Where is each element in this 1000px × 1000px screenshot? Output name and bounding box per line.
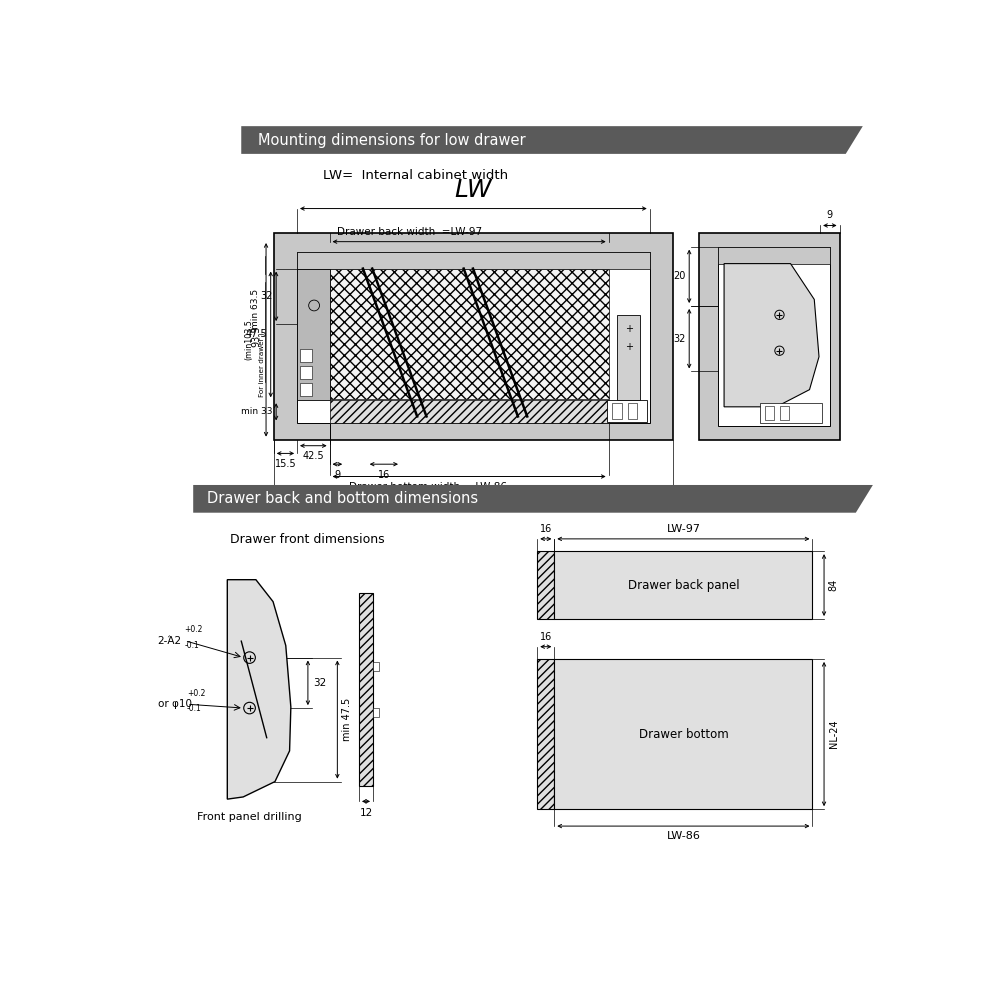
Bar [607,400,647,422]
Text: +: + [625,342,633,352]
Text: 93.5: 93.5 [251,326,261,347]
Text: -0.1: -0.1 [187,704,202,713]
Text: 9: 9 [334,470,340,480]
Text: LW=  Internal cabinet width: LW= Internal cabinet width [323,169,508,182]
Bar [554,551,812,619]
Text: LW: LW [455,178,492,202]
Bar [359,593,373,786]
Text: 84: 84 [829,579,839,591]
Bar [330,400,609,423]
Text: Cabinet width  =KB: Cabinet width =KB [422,495,524,505]
Text: 12: 12 [359,808,373,818]
Text: Drawer bottom: Drawer bottom [639,728,728,741]
Text: -0.1: -0.1 [185,641,199,650]
Bar [300,349,312,362]
Bar [373,708,379,717]
Text: 20: 20 [673,271,685,281]
Text: LW-97: LW-97 [666,524,700,534]
Text: +: + [625,324,633,334]
Text: Drawer back and bottom dimensions: Drawer back and bottom dimensions [207,491,478,506]
Bar [297,252,650,269]
Text: 32: 32 [313,678,327,688]
Text: 32: 32 [260,291,272,301]
Text: 9: 9 [827,210,833,220]
Text: min 63.5: min 63.5 [251,289,260,329]
Text: +0.2: +0.2 [187,689,205,698]
Polygon shape [724,264,819,407]
Polygon shape [241,126,863,154]
Text: 16: 16 [540,632,552,642]
Bar [297,252,650,423]
Bar [718,247,830,426]
Text: 47.5: 47.5 [245,329,267,339]
Bar [300,383,312,396]
Bar [373,662,379,671]
Bar [274,233,673,440]
Bar [698,233,840,440]
Bar [330,269,609,399]
Text: 16: 16 [540,524,552,534]
Bar [537,551,554,619]
Text: 15.5: 15.5 [275,459,296,469]
Text: (min103.5: (min103.5 [244,319,254,360]
Text: NL-24: NL-24 [829,720,839,748]
Polygon shape [193,485,873,513]
Bar [718,247,830,264]
Bar [554,659,812,809]
Bar [617,315,640,400]
Text: +0.2: +0.2 [185,625,203,634]
Bar [760,403,822,423]
Bar [612,403,622,419]
Text: min 33: min 33 [241,407,272,416]
Text: or φ10: or φ10 [158,699,192,709]
Text: 32: 32 [673,334,685,344]
Text: Drawer back panel: Drawer back panel [628,579,739,592]
Text: Front panel drilling: Front panel drilling [197,812,301,822]
Text: Drawer bottom width  =LW-86: Drawer bottom width =LW-86 [349,482,507,492]
Text: 42.5: 42.5 [303,451,324,461]
Text: 16: 16 [378,470,390,480]
Bar [780,406,789,420]
Text: Drawer front dimensions: Drawer front dimensions [230,533,384,546]
Bar [765,406,774,420]
Text: For inner drawer ): For inner drawer ) [258,333,265,397]
Text: min 47.5: min 47.5 [342,698,352,741]
Bar [297,269,330,400]
Text: LW-86: LW-86 [666,831,700,841]
Text: Drawer back width  =LW-97: Drawer back width =LW-97 [337,227,482,237]
Text: Mounting dimensions for low drawer: Mounting dimensions for low drawer [258,133,526,148]
Polygon shape [227,580,291,799]
Text: 2-Ά2: 2-Ά2 [158,636,182,646]
Bar [300,366,312,379]
Bar [537,659,554,809]
Bar [628,403,637,419]
